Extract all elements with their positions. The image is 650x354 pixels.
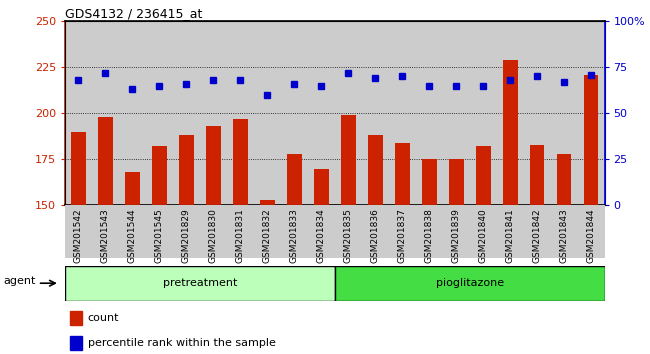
Text: GSM201842: GSM201842	[532, 208, 541, 263]
Bar	[470, 21, 497, 205]
Text: GSM201832: GSM201832	[263, 208, 272, 263]
Bar	[524, 205, 551, 258]
Bar	[119, 21, 146, 205]
Text: GSM201545: GSM201545	[155, 208, 164, 263]
Bar	[308, 205, 335, 258]
Bar	[254, 205, 281, 258]
Bar	[577, 21, 605, 205]
Bar	[200, 21, 227, 205]
Bar	[497, 205, 524, 258]
Bar	[179, 135, 194, 205]
Text: GSM201830: GSM201830	[209, 208, 218, 263]
Bar	[65, 266, 335, 301]
Bar	[71, 132, 86, 205]
Bar	[389, 21, 416, 205]
Text: GSM201839: GSM201839	[452, 208, 461, 263]
Bar	[125, 172, 140, 205]
Bar	[281, 205, 308, 258]
Bar	[335, 266, 604, 301]
Bar	[584, 75, 599, 205]
Bar	[389, 205, 416, 258]
Text: GSM201844: GSM201844	[586, 208, 595, 263]
Bar	[443, 21, 470, 205]
Bar	[65, 205, 92, 258]
Text: GSM201840: GSM201840	[478, 208, 488, 263]
Bar	[551, 21, 577, 205]
Bar	[92, 205, 119, 258]
Bar	[395, 143, 410, 205]
Bar	[227, 21, 254, 205]
Text: GSM201829: GSM201829	[182, 208, 191, 263]
Text: GSM201834: GSM201834	[317, 208, 326, 263]
Text: GSM201841: GSM201841	[506, 208, 515, 263]
Text: GSM201838: GSM201838	[424, 208, 434, 263]
Bar	[92, 21, 119, 205]
Bar	[422, 159, 437, 205]
Bar	[314, 169, 329, 205]
Bar	[227, 205, 254, 258]
Bar	[497, 21, 524, 205]
Bar	[70, 312, 83, 325]
Text: GSM201843: GSM201843	[560, 208, 569, 263]
Bar	[443, 205, 470, 258]
Text: pioglitazone: pioglitazone	[436, 278, 504, 288]
Bar	[308, 21, 335, 205]
Bar	[206, 126, 221, 205]
Text: agent: agent	[3, 276, 36, 286]
Bar	[254, 21, 281, 205]
Text: pretreatment: pretreatment	[162, 278, 237, 288]
Text: percentile rank within the sample: percentile rank within the sample	[88, 338, 276, 348]
Bar	[556, 154, 571, 205]
Text: GDS4132 / 236415_at: GDS4132 / 236415_at	[65, 7, 202, 20]
Text: GSM201543: GSM201543	[101, 208, 110, 263]
Bar	[65, 21, 92, 205]
Text: GSM201836: GSM201836	[370, 208, 380, 263]
Text: GSM201835: GSM201835	[344, 208, 353, 263]
Bar	[341, 115, 356, 205]
Bar	[146, 21, 173, 205]
Bar	[146, 205, 173, 258]
Bar	[551, 205, 577, 258]
Bar	[260, 200, 275, 205]
Bar	[173, 205, 200, 258]
Bar	[577, 205, 605, 258]
Text: GSM201833: GSM201833	[290, 208, 299, 263]
Text: GSM201837: GSM201837	[398, 208, 407, 263]
Bar	[368, 135, 383, 205]
Bar	[200, 205, 227, 258]
Bar	[470, 205, 497, 258]
Bar	[524, 21, 551, 205]
Bar	[476, 147, 491, 205]
Bar	[152, 147, 167, 205]
Bar	[502, 60, 517, 205]
Bar	[233, 119, 248, 205]
Bar	[119, 205, 146, 258]
Bar	[448, 159, 463, 205]
Text: GSM201831: GSM201831	[236, 208, 245, 263]
Bar	[416, 205, 443, 258]
Bar	[98, 117, 113, 205]
Bar	[530, 144, 545, 205]
Bar	[281, 21, 308, 205]
Bar	[361, 21, 389, 205]
Text: count: count	[88, 313, 119, 323]
Bar	[173, 21, 200, 205]
Bar	[287, 154, 302, 205]
Bar	[416, 21, 443, 205]
Text: GSM201542: GSM201542	[74, 208, 83, 263]
Bar	[335, 205, 361, 258]
Bar	[70, 336, 83, 350]
Bar	[361, 205, 389, 258]
Bar	[335, 21, 361, 205]
Text: GSM201544: GSM201544	[128, 208, 137, 263]
